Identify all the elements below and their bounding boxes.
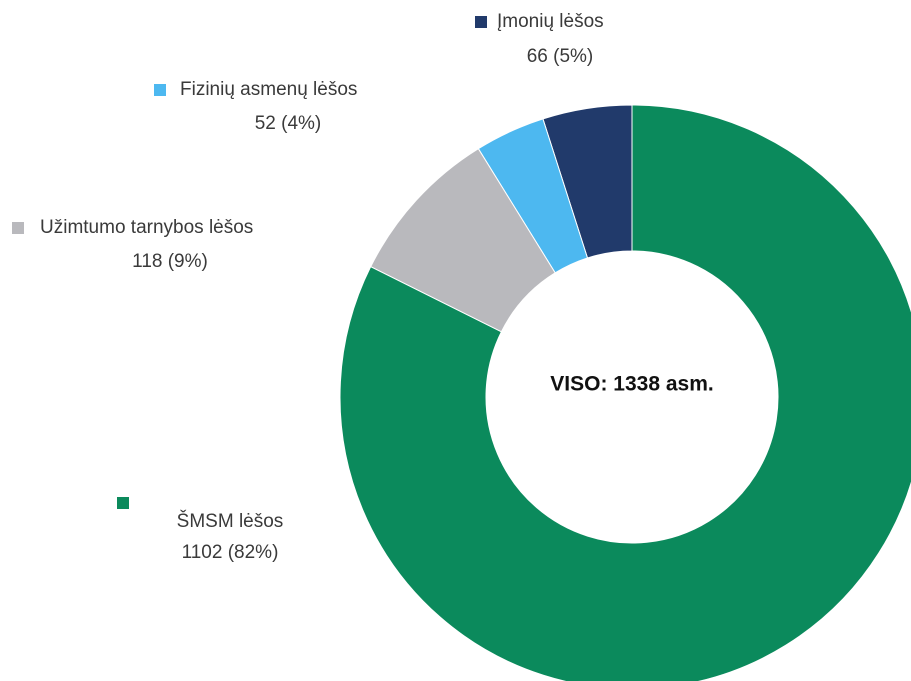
slice-name: ŠMSM lėšos — [177, 510, 284, 532]
slice-value-label: 66 (5%) — [527, 46, 594, 67]
legend-marker — [475, 16, 487, 28]
slice-value-label: 1102 (82%) — [182, 542, 279, 563]
legend-marker — [117, 497, 129, 509]
legend-marker — [154, 84, 166, 96]
donut-slice — [339, 104, 911, 681]
center-label: VISO: 1338 asm. — [550, 373, 713, 396]
slice-name: Įmonių lėšos — [497, 11, 604, 32]
donut-slice — [477, 118, 589, 274]
slice-value-label: 118 (9%) — [132, 251, 208, 272]
donut-slice — [370, 148, 556, 333]
slice-name: Užimtumo tarnybos lėšos — [40, 217, 253, 238]
legend-marker — [12, 222, 24, 234]
slice-value-label: 52 (4%) — [255, 113, 322, 134]
slice-name: Fizinių asmenų lėšos — [180, 79, 357, 100]
